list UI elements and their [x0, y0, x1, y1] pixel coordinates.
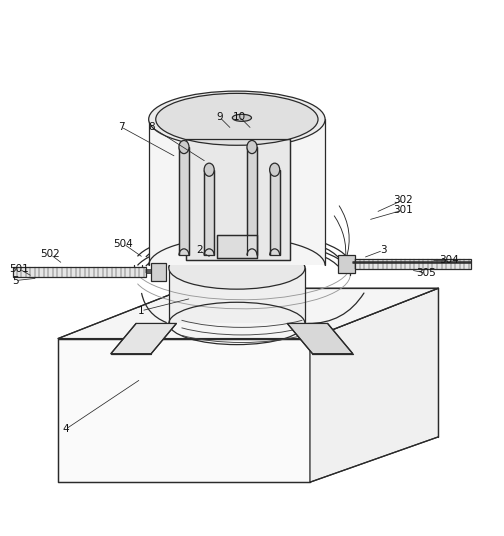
Text: 501: 501 — [9, 264, 29, 274]
Polygon shape — [204, 170, 214, 255]
Polygon shape — [111, 323, 176, 354]
Text: 504: 504 — [113, 239, 134, 249]
Text: 304: 304 — [438, 256, 459, 265]
Text: 302: 302 — [393, 195, 413, 205]
Text: 305: 305 — [416, 268, 436, 278]
Ellipse shape — [169, 247, 305, 289]
Polygon shape — [149, 120, 325, 265]
Polygon shape — [270, 170, 280, 255]
Text: 4: 4 — [62, 425, 69, 434]
Text: 3: 3 — [380, 245, 387, 255]
Polygon shape — [151, 263, 166, 281]
Text: 2: 2 — [196, 245, 203, 255]
Text: 301: 301 — [393, 205, 413, 215]
Polygon shape — [338, 255, 355, 273]
Polygon shape — [186, 139, 290, 260]
Ellipse shape — [232, 114, 251, 121]
Ellipse shape — [156, 93, 318, 145]
Ellipse shape — [270, 163, 280, 176]
Ellipse shape — [204, 163, 214, 176]
Text: 10: 10 — [233, 112, 246, 122]
Text: 1: 1 — [138, 306, 145, 316]
Text: 9: 9 — [216, 112, 223, 122]
Ellipse shape — [149, 91, 325, 147]
Text: 7: 7 — [117, 122, 124, 132]
Polygon shape — [58, 339, 310, 482]
Ellipse shape — [247, 140, 257, 154]
Polygon shape — [169, 268, 305, 323]
Text: 5: 5 — [12, 276, 19, 286]
Polygon shape — [353, 259, 471, 269]
Polygon shape — [58, 288, 438, 339]
Polygon shape — [13, 267, 146, 277]
Polygon shape — [247, 147, 257, 255]
Ellipse shape — [179, 140, 189, 154]
Polygon shape — [179, 147, 189, 255]
Text: 8: 8 — [148, 122, 155, 132]
Polygon shape — [287, 323, 353, 354]
Polygon shape — [217, 235, 257, 258]
Polygon shape — [310, 288, 438, 482]
Text: 502: 502 — [40, 249, 60, 259]
